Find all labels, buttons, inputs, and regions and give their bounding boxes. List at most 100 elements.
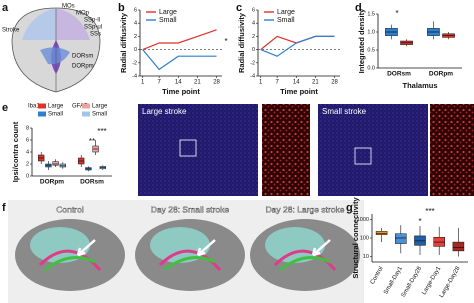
micrograph-small [318, 104, 428, 196]
y-tick-label: 4 [26, 149, 29, 155]
y-tick-label: 2 [26, 161, 29, 167]
x-tick-label: 7 [157, 80, 161, 86]
y-tick-label: 0.0 [367, 65, 375, 71]
y-tick-label: 1.5 [367, 11, 375, 17]
micrograph-zoom [262, 104, 310, 196]
y-tick-label: 2 [134, 34, 137, 40]
x-tick-label: 21 [312, 80, 319, 86]
tract-label: Day 28: Small stroke [151, 204, 230, 214]
y-tick-label: 6 [26, 137, 29, 143]
y-tick-label: 6 [252, 7, 255, 13]
zoom-box [354, 147, 372, 165]
tract-label: Control [56, 204, 84, 214]
x-tick-label: Small-Day1 [383, 265, 404, 295]
x-tick-label: Large-Day1 [421, 265, 442, 296]
panel-label: c [236, 2, 242, 14]
significance: *** [97, 127, 106, 136]
y-tick-label: 8 [26, 125, 29, 131]
y-tick-label: 0.5 [367, 47, 375, 53]
x-tick-label: DORsm [80, 179, 104, 186]
tract-label: Day 28: Large stroke [266, 204, 345, 214]
micrograph-zoom [430, 104, 474, 196]
legend-label: Small [159, 17, 177, 24]
legend-label: Large [92, 104, 108, 110]
panel-label: a [2, 2, 9, 14]
x-tick-label: 28 [331, 80, 338, 86]
y-axis-label: Integrated density [357, 8, 366, 73]
panel-label: d [355, 2, 362, 14]
y-tick-label: 1000 [357, 217, 369, 223]
zoom-box [179, 139, 197, 157]
y-axis-label: Radial diffusivity [119, 12, 128, 73]
y-tick-label: 1.0 [367, 29, 375, 35]
brain-label: SSs [90, 32, 101, 38]
legend-label: Large [159, 9, 177, 16]
brain-label: DORsm [72, 54, 93, 60]
y-tick-label: 10 [363, 254, 369, 260]
x-tick-label: Large-Day28 [439, 265, 462, 299]
x-tick-label: Small-Day28 [401, 265, 424, 298]
legend-group: Iba1 [28, 104, 40, 110]
y-tick-label: -2 [250, 60, 255, 66]
y-tick-label: 6 [134, 7, 137, 13]
significance: *** [425, 207, 434, 216]
panel-label: g [346, 202, 353, 214]
y-tick-label: 0 [134, 47, 137, 53]
y-tick-label: 0 [26, 173, 29, 179]
brain-label: SSp-ll [84, 18, 100, 24]
significance: * [418, 217, 421, 226]
legend-swatch [38, 103, 46, 109]
x-tick-label: 21 [194, 80, 201, 86]
y-tick-label: 4 [252, 21, 255, 27]
brain-label: SSp-ul [84, 25, 102, 31]
legend-label: Large [48, 104, 64, 110]
significance: * [395, 9, 398, 18]
y-tick-label: 4 [134, 21, 137, 27]
significance: ** [89, 137, 95, 146]
x-tick-label: 14 [293, 80, 300, 86]
legend-group: GFAP [72, 104, 88, 110]
x-axis-label: Time point [162, 87, 200, 96]
x-tick-label: DORpm [40, 179, 64, 186]
legend-label: Small [48, 112, 63, 118]
box [52, 161, 59, 166]
y-tick-label: -4 [132, 73, 137, 79]
series-line [142, 29, 217, 51]
micrograph-label: Large stroke [142, 107, 187, 116]
x-tick-label: 14 [175, 80, 182, 86]
box [452, 241, 465, 252]
brain-label: DORpm [72, 64, 94, 70]
x-axis-label: Thalamus [402, 81, 437, 90]
legend-swatch [82, 111, 90, 117]
y-tick-label: 100 [360, 235, 369, 241]
series-line [260, 35, 335, 57]
x-axis-label: Time point [280, 87, 318, 96]
y-axis-label: Radial diffusivity [237, 12, 246, 73]
legend-swatch [82, 103, 90, 109]
legend-label: Large [277, 9, 295, 16]
box [395, 233, 407, 244]
x-tick-label: 1 [259, 80, 263, 86]
x-tick-label: Control [370, 266, 385, 286]
brain-schematic [11, 7, 101, 93]
x-tick-label: 28 [213, 80, 220, 86]
legend-label: Small [92, 112, 107, 118]
x-tick-label: DORpm [429, 71, 453, 78]
y-axis-label: Structural connectivity [351, 197, 360, 279]
legend-label: Small [277, 17, 295, 24]
x-tick-label: DORsm [387, 71, 411, 78]
significance: * [224, 37, 227, 46]
micrograph-large [138, 104, 258, 196]
panel-label: f [2, 202, 6, 214]
x-tick-label: 7 [275, 80, 279, 86]
micrograph-label: Small stroke [322, 107, 367, 116]
y-tick-label: 2 [252, 34, 255, 40]
tract-brains [15, 219, 360, 291]
brain-label: MOs [62, 4, 75, 10]
x-tick-label: 1 [141, 80, 145, 86]
y-axis-label: Ipsi/contra count [11, 121, 20, 182]
panel-label: e [2, 102, 8, 114]
y-tick-label: 0 [252, 47, 255, 53]
panel-label: b [118, 2, 125, 14]
